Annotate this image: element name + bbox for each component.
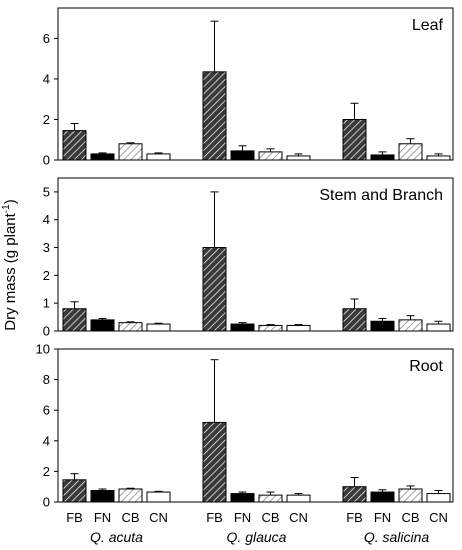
bar-fn (370, 154, 395, 161)
bar-fn (370, 491, 395, 503)
y-tick-label: 1 (43, 296, 50, 311)
y-tick-label: 3 (43, 240, 50, 255)
chart-panels: 0 2 4 6 Leaf 0 1 2 3 4 5 Stem and Branch 0 2 4 6 8 10 Root (36, 7, 454, 510)
bar-fb (62, 479, 87, 503)
bar-cb (118, 143, 143, 161)
bar-cb (398, 488, 423, 503)
y-tick-label: 6 (43, 403, 50, 418)
bar-cb (118, 322, 143, 332)
y-tick-label: 8 (43, 372, 50, 387)
treatment-label: CB (261, 510, 279, 525)
bar-fb (62, 130, 87, 161)
bar-fb (62, 308, 87, 332)
treatment-label: CN (289, 510, 308, 525)
panel-title: Stem and Branch (319, 187, 443, 204)
species-label: Q. salicina (364, 529, 430, 545)
panel-2: 0 2 4 6 8 10 Root (36, 342, 454, 510)
treatment-label: CN (429, 510, 448, 525)
bar-fn (230, 150, 255, 161)
y-tick-label: 0 (43, 153, 50, 168)
bar-cn (286, 155, 311, 161)
y-tick-label: 6 (43, 31, 50, 46)
y-tick-label: 5 (43, 184, 50, 199)
bar-fb (342, 486, 367, 503)
bar-cb (258, 151, 283, 161)
y-tick-label: 2 (43, 268, 50, 283)
bar-cb (118, 488, 143, 503)
y-tick-label: 4 (43, 212, 50, 227)
bar-cb (258, 324, 283, 332)
bar-cn (286, 324, 311, 332)
bar-cb (258, 494, 283, 503)
panel-title: Root (409, 358, 443, 375)
y-axis-label-close: ) (2, 199, 19, 204)
treatment-label: FN (374, 510, 391, 525)
bar-cn (146, 491, 171, 503)
bar-fn (230, 493, 255, 503)
species-label: Q. acuta (90, 529, 143, 545)
treatment-label: FN (94, 510, 111, 525)
y-tick-label: 10 (36, 342, 50, 357)
panel-1: 0 1 2 3 4 5 Stem and Branch (43, 177, 454, 339)
bar-fb (202, 71, 227, 161)
panel-frame (57, 7, 454, 161)
bar-fn (230, 323, 255, 332)
treatment-label: CB (401, 510, 419, 525)
y-axis-label-superscript: -1 (1, 204, 12, 213)
bar-fb (342, 118, 367, 161)
y-tick-label: 4 (43, 71, 50, 86)
y-tick-label: 4 (43, 433, 50, 448)
panel-frame (57, 348, 454, 503)
bar-fb (342, 308, 367, 332)
y-axis-label: Dry mass (g plant-1) (1, 199, 19, 330)
species-label: Q. glauca (227, 529, 287, 545)
treatment-label: FN (234, 510, 251, 525)
y-axis-label-text: Dry mass (g plant (2, 212, 19, 330)
bar-cn (286, 494, 311, 503)
treatment-label: FB (206, 510, 223, 525)
panel-frame (57, 177, 454, 332)
treatment-label: CB (121, 510, 139, 525)
panel-0: 0 2 4 6 Leaf (43, 7, 454, 168)
bar-cb (398, 143, 423, 161)
bar-cn (146, 153, 171, 161)
bar-fn (90, 490, 115, 503)
bar-cn (146, 323, 171, 332)
y-tick-label: 2 (43, 464, 50, 479)
y-tick-label: 0 (43, 495, 50, 510)
bar-cb (398, 319, 423, 332)
bar-fn (90, 319, 115, 332)
bar-fb (202, 421, 227, 503)
y-tick-label: 2 (43, 112, 50, 127)
bar-cn (426, 493, 451, 503)
bar-fb (202, 247, 227, 332)
treatment-label: FB (346, 510, 363, 525)
y-tick-label: 0 (43, 324, 50, 339)
bar-cn (426, 323, 451, 332)
treatment-label: CN (149, 510, 168, 525)
bar-fn (90, 153, 115, 161)
treatment-label: FB (66, 510, 83, 525)
panel-title: Leaf (412, 17, 444, 34)
bar-fn (370, 320, 395, 332)
bar-cn (426, 155, 451, 161)
